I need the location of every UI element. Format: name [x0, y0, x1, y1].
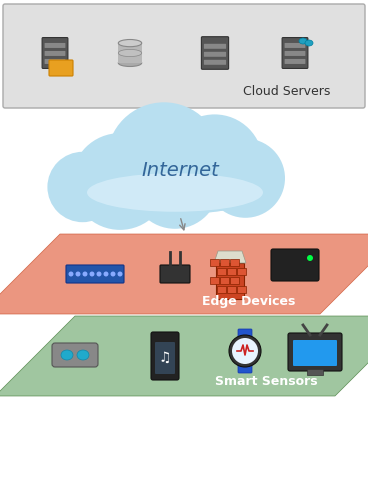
Circle shape [166, 115, 263, 211]
FancyBboxPatch shape [155, 342, 175, 374]
FancyBboxPatch shape [160, 265, 190, 283]
FancyBboxPatch shape [66, 265, 124, 283]
Circle shape [72, 133, 169, 230]
Bar [230, 277, 239, 284]
FancyBboxPatch shape [151, 332, 179, 380]
FancyBboxPatch shape [238, 329, 252, 339]
FancyBboxPatch shape [52, 343, 98, 367]
Ellipse shape [118, 40, 142, 47]
Bar [237, 286, 246, 293]
FancyBboxPatch shape [204, 44, 226, 49]
FancyBboxPatch shape [45, 59, 66, 64]
Bar [227, 286, 236, 293]
FancyBboxPatch shape [216, 263, 244, 299]
FancyBboxPatch shape [271, 249, 319, 281]
Text: ♫: ♫ [159, 351, 171, 365]
Circle shape [89, 271, 95, 276]
Circle shape [229, 335, 261, 367]
Circle shape [103, 271, 109, 276]
Bar [230, 259, 239, 266]
Polygon shape [0, 316, 368, 396]
Text: Smart Sensors: Smart Sensors [215, 375, 318, 388]
Circle shape [232, 338, 258, 364]
Ellipse shape [118, 60, 142, 66]
Ellipse shape [305, 40, 313, 46]
FancyBboxPatch shape [293, 340, 337, 366]
Bar [237, 268, 246, 275]
Circle shape [110, 271, 116, 276]
Bar [210, 259, 219, 266]
Polygon shape [214, 251, 246, 263]
Text: Edge Devices: Edge Devices [202, 295, 295, 308]
Circle shape [206, 138, 285, 218]
Bar [210, 277, 219, 284]
Ellipse shape [77, 350, 89, 360]
Circle shape [68, 271, 74, 276]
Bar [307, 369, 323, 375]
FancyBboxPatch shape [284, 51, 305, 56]
Bar [217, 268, 226, 275]
Bar [118, 43, 142, 63]
FancyBboxPatch shape [284, 43, 305, 48]
FancyBboxPatch shape [45, 43, 66, 48]
Text: Internet: Internet [141, 162, 219, 181]
FancyBboxPatch shape [238, 363, 252, 373]
Bar [217, 286, 226, 293]
Bar [220, 277, 229, 284]
Ellipse shape [87, 173, 263, 212]
Circle shape [117, 271, 123, 276]
FancyBboxPatch shape [282, 38, 308, 68]
FancyBboxPatch shape [201, 37, 229, 69]
Ellipse shape [299, 38, 307, 44]
FancyBboxPatch shape [3, 4, 365, 108]
Text: Cloud Servers: Cloud Servers [243, 85, 330, 98]
Circle shape [75, 271, 81, 276]
FancyBboxPatch shape [204, 60, 226, 65]
FancyBboxPatch shape [284, 59, 305, 64]
Ellipse shape [81, 160, 269, 214]
Polygon shape [0, 234, 368, 314]
Circle shape [96, 271, 102, 276]
Ellipse shape [61, 350, 73, 360]
Bar [227, 268, 236, 275]
Circle shape [107, 102, 221, 217]
FancyBboxPatch shape [42, 38, 68, 68]
Circle shape [131, 141, 219, 229]
Bar [220, 259, 229, 266]
Circle shape [307, 255, 313, 261]
Circle shape [82, 271, 88, 276]
FancyBboxPatch shape [49, 60, 73, 76]
FancyBboxPatch shape [204, 52, 226, 57]
Circle shape [47, 152, 118, 222]
FancyBboxPatch shape [288, 333, 342, 371]
Ellipse shape [118, 50, 142, 57]
FancyBboxPatch shape [45, 51, 66, 56]
